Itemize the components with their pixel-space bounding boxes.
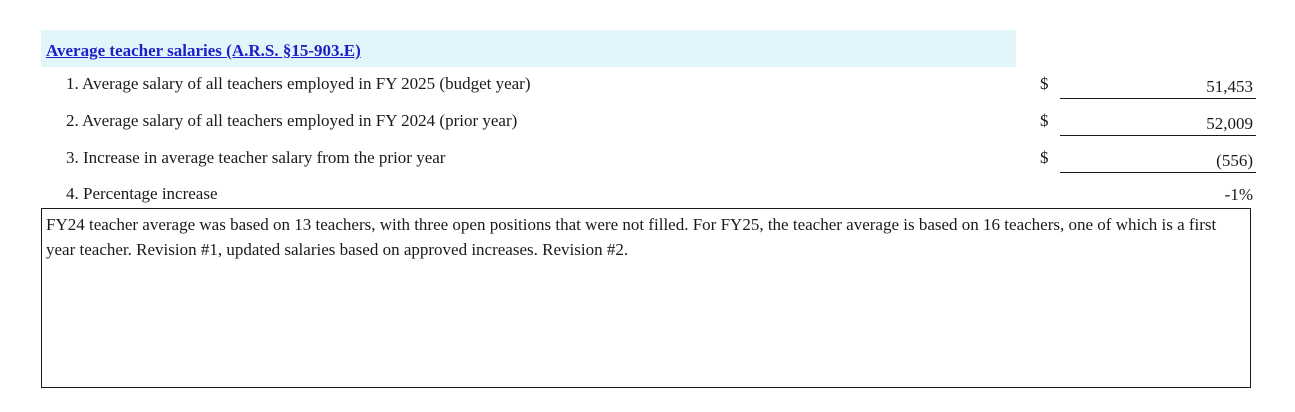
currency-symbol-increase: $: [1040, 148, 1049, 167]
currency-symbol-fy2024: $: [1040, 111, 1049, 130]
value-salary-increase: (556): [1216, 151, 1253, 170]
value-avg-salary-fy2025: 51,453: [1206, 77, 1253, 96]
row-label-avg-salary-fy2024: 2. Average salary of all teachers employ…: [66, 111, 518, 130]
value-percentage-increase: -1%: [1224, 185, 1253, 204]
section-header-band: [41, 30, 1016, 67]
row-label-percentage-increase: 4. Percentage increase: [66, 184, 218, 203]
row-label-salary-increase: 3. Increase in average teacher salary fr…: [66, 148, 446, 167]
section-title[interactable]: Average teacher salaries (A.R.S. §15-903…: [46, 41, 361, 60]
value-cell-increase[interactable]: (556): [1060, 149, 1256, 173]
row-label-avg-salary-fy2025: 1. Average salary of all teachers employ…: [66, 74, 531, 93]
value-cell-fy2025[interactable]: 51,453: [1060, 75, 1256, 99]
comment-textarea[interactable]: FY24 teacher average was based on 13 tea…: [41, 208, 1251, 388]
value-cell-percentage[interactable]: -1%: [1060, 183, 1256, 206]
value-cell-fy2024[interactable]: 52,009: [1060, 112, 1256, 136]
value-avg-salary-fy2024: 52,009: [1206, 114, 1253, 133]
currency-symbol-fy2025: $: [1040, 74, 1049, 93]
